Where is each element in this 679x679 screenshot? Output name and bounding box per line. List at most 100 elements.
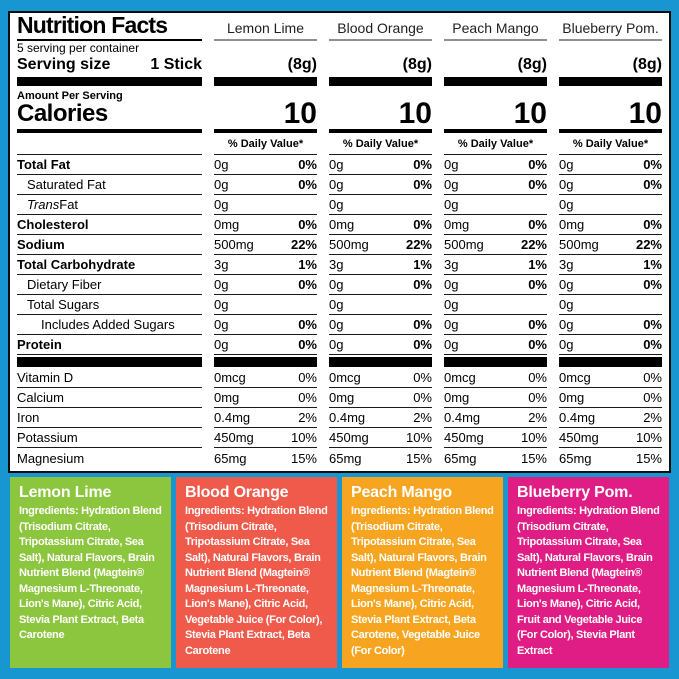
nutrient-amount: 0mg bbox=[214, 390, 240, 405]
nutrient-amount: 450mg bbox=[214, 430, 254, 445]
nutrient-value-cell: 0g 0% bbox=[214, 275, 317, 295]
nutrition-facts-panel: Nutrition Facts 5 serving per container … bbox=[8, 11, 671, 473]
nutrient-value-cell: 0g bbox=[559, 295, 662, 315]
nutrient-value-cell: 0g 0% bbox=[559, 275, 662, 295]
nutrient-value-cell: 0.4mg 2% bbox=[214, 408, 317, 428]
nutrient-percent: 0% bbox=[528, 277, 547, 292]
nutrient-amount: 0g bbox=[444, 157, 459, 172]
nutrient-label: Potassium bbox=[17, 428, 202, 448]
divider-bar bbox=[17, 355, 202, 368]
nutrient-percent: 0% bbox=[643, 370, 662, 385]
nutrient-percent: 10% bbox=[290, 430, 317, 445]
flavor-calories-value: 10 bbox=[214, 87, 317, 133]
nutrient-amount: 0mcg bbox=[214, 370, 246, 385]
nutrient-percent: 0% bbox=[528, 157, 547, 172]
flavor-calories-value: 10 bbox=[329, 87, 432, 133]
flavor-serving-weight: (8g) bbox=[287, 56, 317, 73]
nutrient-value-cell: 0g bbox=[329, 295, 432, 315]
nutrient-percent: 0% bbox=[528, 337, 547, 352]
nutrient-amount: 0.4mg bbox=[444, 410, 481, 425]
nutrient-percent: 0% bbox=[298, 157, 317, 172]
nutrient-value-cell: 0g 0% bbox=[214, 155, 317, 175]
nutrient-value-cell: 65mg 15% bbox=[214, 448, 317, 468]
nutrient-amount: 65mg bbox=[329, 450, 362, 466]
nutrient-amount: 0g bbox=[559, 197, 574, 212]
nutrient-amount: 0mg bbox=[559, 390, 585, 405]
nutrient-value-cell: 0g bbox=[444, 195, 547, 215]
serving-size-value: 1 Stick bbox=[150, 56, 202, 73]
nutrient-amount: 0g bbox=[559, 337, 574, 352]
amount-per-serving-label: Amount Per Serving bbox=[17, 90, 123, 102]
divider-bar bbox=[214, 75, 317, 87]
nutrient-percent: 0% bbox=[643, 217, 662, 232]
nutrient-percent: 1% bbox=[298, 257, 317, 272]
nutrient-percent: 0% bbox=[298, 317, 317, 332]
nutrient-value-cell: 0mg 0% bbox=[444, 215, 547, 235]
nutrient-percent: 0% bbox=[643, 390, 662, 405]
nutrient-amount: 65mg bbox=[559, 450, 592, 466]
nutrient-percent: 0% bbox=[643, 157, 662, 172]
nutrition-facts-title: Nutrition Facts bbox=[17, 14, 202, 41]
nutrient-amount: 65mg bbox=[214, 450, 247, 466]
nutrient-value-cell: 0g 0% bbox=[214, 335, 317, 355]
nutrient-value-cell: 0g bbox=[444, 295, 547, 315]
daily-value-header: % Daily Value* bbox=[559, 133, 662, 155]
nutrient-label: Iron bbox=[17, 408, 202, 428]
nutrient-value-cell: 500mg 22% bbox=[559, 235, 662, 255]
nutrient-percent: 15% bbox=[635, 450, 662, 466]
nutrient-value-cell: 0g 0% bbox=[444, 315, 547, 335]
nutrient-amount: 0g bbox=[444, 197, 459, 212]
serving-size-label: Serving size bbox=[17, 56, 111, 73]
divider-bar bbox=[329, 75, 432, 87]
nutrient-value-cell: 0g bbox=[329, 195, 432, 215]
flavor-column-header: Lemon Lime bbox=[214, 15, 317, 41]
nutrient-percent: 2% bbox=[298, 410, 317, 425]
nutrient-amount: 0g bbox=[214, 197, 229, 212]
nutrient-value-cell: 450mg 10% bbox=[559, 428, 662, 448]
nutrient-value-cell: 0mg 0% bbox=[444, 388, 547, 408]
nutrient-amount: 0mcg bbox=[444, 370, 476, 385]
flavor-column-header: Peach Mango bbox=[444, 15, 547, 41]
nutrient-value-cell: 3g 1% bbox=[444, 255, 547, 275]
nutrient-value-cell: 500mg 22% bbox=[444, 235, 547, 255]
nutrient-amount: 0g bbox=[214, 297, 229, 312]
nutrient-value-cell: 450mg 10% bbox=[329, 428, 432, 448]
nutrient-amount: 0.4mg bbox=[559, 410, 596, 425]
ingredients-text: Ingredients: Hydration Blend (Trisodium … bbox=[517, 505, 660, 657]
servings-per-container: 5 serving per container bbox=[17, 40, 140, 55]
nutrient-value-cell: 3g 1% bbox=[214, 255, 317, 275]
divider-bar bbox=[214, 355, 317, 368]
nutrient-amount: 0g bbox=[559, 317, 574, 332]
nutrient-value-cell: 0mg 0% bbox=[559, 215, 662, 235]
flavor-title: Blood Orange bbox=[185, 484, 289, 501]
nutrient-amount: 0.4mg bbox=[214, 410, 251, 425]
nutrient-amount: 0g bbox=[214, 157, 229, 172]
nutrient-amount: 0mg bbox=[444, 217, 470, 232]
nutrient-label: Sodium bbox=[17, 235, 202, 255]
nutrient-label: Calcium bbox=[17, 388, 202, 408]
nutrient-amount: 0g bbox=[329, 297, 344, 312]
nutrient-percent: 15% bbox=[290, 450, 317, 466]
nutrient-value-cell: 65mg 15% bbox=[444, 448, 547, 468]
nutrient-value-cell: 0mg 0% bbox=[329, 388, 432, 408]
ingredient-panel: Blueberry Pom. Ingredients: Hydration Bl… bbox=[508, 477, 669, 668]
nutrient-percent: 0% bbox=[528, 217, 547, 232]
nutrient-amount: 0g bbox=[444, 317, 459, 332]
nutrient-percent: 22% bbox=[405, 237, 432, 252]
nutrient-value-cell: 0g 0% bbox=[559, 315, 662, 335]
flavor-column-header: Blood Orange bbox=[329, 15, 432, 41]
nutrient-percent: 0% bbox=[298, 370, 317, 385]
nutrient-amount: 0g bbox=[444, 177, 459, 192]
ingredients-label: Ingredients: bbox=[351, 505, 411, 517]
nutrient-value-cell: 0mg 0% bbox=[329, 215, 432, 235]
nutrient-amount: 500mg bbox=[214, 237, 254, 252]
nutrient-value-cell: 0g 0% bbox=[444, 335, 547, 355]
nutrient-percent: 0% bbox=[413, 157, 432, 172]
ingredient-panel: Blood Orange Ingredients: Hydration Blen… bbox=[176, 477, 337, 668]
nutrient-amount: 0mg bbox=[329, 217, 355, 232]
nutrient-amount: 500mg bbox=[559, 237, 599, 252]
nutrient-value-cell: 0g 0% bbox=[329, 315, 432, 335]
nutrient-amount: 0g bbox=[559, 297, 574, 312]
nutrient-value-cell: 0g bbox=[214, 195, 317, 215]
